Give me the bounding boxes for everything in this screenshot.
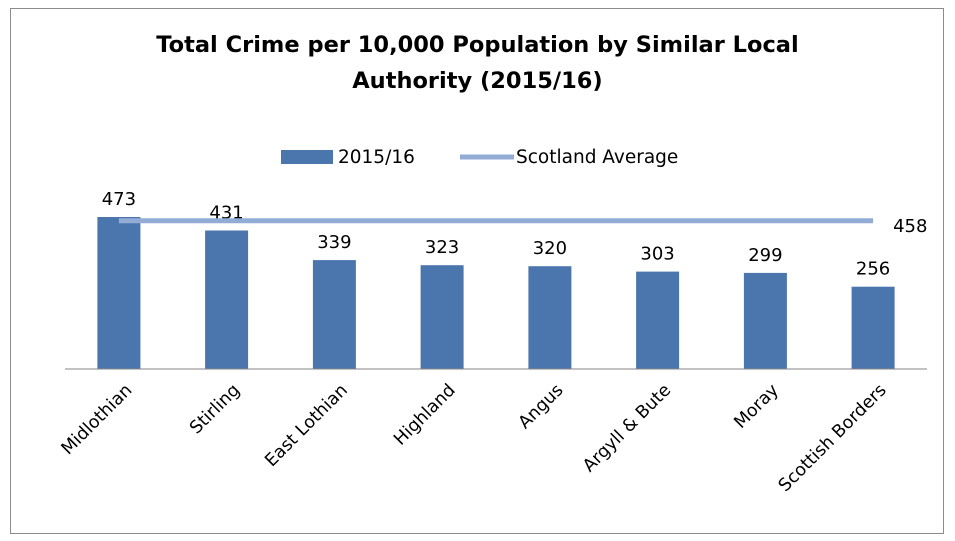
bar-value-label: 303	[640, 244, 674, 265]
bar-value-label: 256	[856, 259, 890, 280]
chart-title-line-2: Authority (2015/16)	[352, 68, 603, 94]
bar-argyll-bute	[636, 271, 680, 369]
x-tick-label: Stirling	[186, 380, 244, 438]
bar-data-labels: 473 431 339 323 320 303 299 256	[102, 189, 891, 280]
bar-value-label: 323	[425, 237, 459, 258]
legend: 2015/16 Scotland Average	[281, 147, 678, 168]
bar-east-lothian	[312, 260, 356, 369]
x-tick-label: East Lothian	[261, 380, 352, 471]
x-tick-label: Moray	[731, 380, 783, 432]
bars	[97, 217, 895, 369]
bar-value-label: 320	[533, 238, 567, 259]
x-axis-category-labels: Midlothian Stirling East Lothian Highland An…	[58, 380, 891, 496]
legend-label-scotland-average: Scotland Average	[516, 147, 678, 168]
bar-highland	[420, 265, 464, 369]
x-tick-label: Highland	[390, 380, 459, 449]
bar-moray	[743, 272, 787, 369]
x-tick-label: Argyll & Bute	[579, 380, 675, 476]
scotland-average-value-label: 458	[893, 216, 927, 237]
bar-stirling	[205, 230, 249, 369]
legend-swatch-2015-16	[281, 150, 333, 164]
bar-value-label: 339	[317, 232, 351, 253]
bar-value-label: 473	[102, 189, 136, 210]
bar-midlothian	[97, 217, 141, 369]
x-tick-label: Midlothian	[58, 380, 137, 459]
bar-value-label: 299	[748, 245, 782, 266]
chart-title: Total Crime per 10,000 Population by Sim…	[0, 27, 955, 99]
bar-value-label: 431	[209, 203, 243, 224]
chart-title-line-1: Total Crime per 10,000 Population by Sim…	[156, 32, 799, 58]
legend-label-2015-16: 2015/16	[338, 147, 415, 168]
bar-angus	[528, 266, 572, 369]
chart-frame	[10, 8, 944, 534]
bar-scottish-borders	[851, 286, 895, 369]
x-tick-label: Angus	[515, 380, 568, 433]
x-tick-label: Scottish Borders	[775, 380, 891, 496]
